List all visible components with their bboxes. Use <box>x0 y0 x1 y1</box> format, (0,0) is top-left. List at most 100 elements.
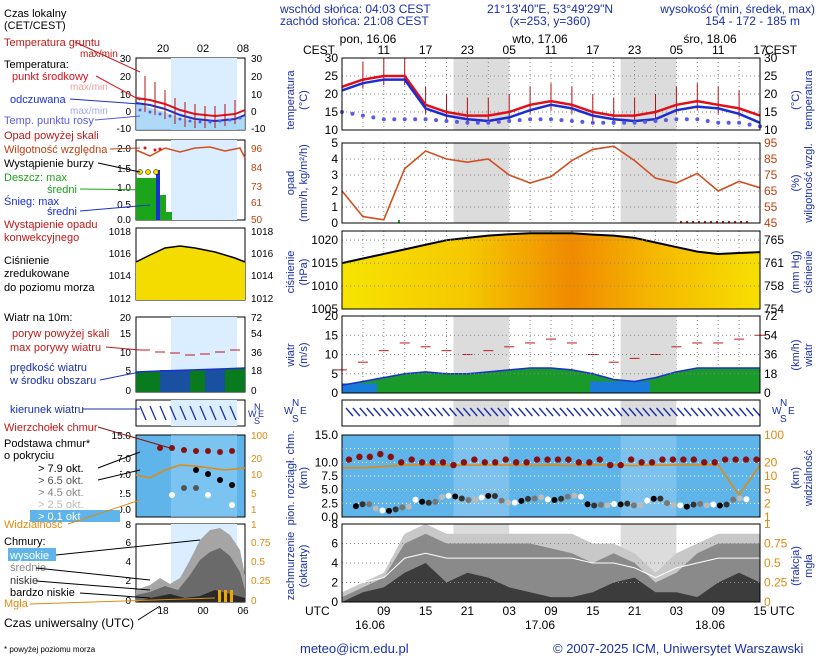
storm-mark <box>746 221 748 223</box>
pres-tick-right: 765 <box>764 233 784 247</box>
svg-text:0.0: 0.0 <box>117 505 131 516</box>
svg-text:-10: -10 <box>117 124 132 135</box>
top-hour-label: 23 <box>628 43 642 57</box>
temp-tick-right: 30 <box>764 51 778 65</box>
pressure-line <box>341 232 761 265</box>
svg-text:20: 20 <box>120 72 132 83</box>
cloud-base-dot <box>743 496 750 503</box>
top-hour-label: 11 <box>712 43 725 57</box>
cloud-base-dot <box>716 502 723 509</box>
rain-tick-left: 3 <box>331 168 338 182</box>
pres-tick-right: 761 <box>764 256 784 270</box>
top-hour-label: 17 <box>419 43 433 57</box>
svg-text:0: 0 <box>125 596 131 607</box>
dew-point <box>611 120 616 125</box>
footer-email[interactable]: meteo@icm.edu.pl <box>300 641 409 656</box>
cloud-base-dot <box>452 493 459 500</box>
cloud-base-dot <box>458 495 465 502</box>
svg-text:5: 5 <box>125 366 131 377</box>
cloud-base-dot <box>478 494 485 501</box>
wind-dir-arrow <box>400 407 409 417</box>
cloud-base-dot <box>723 501 730 508</box>
cloud-top-dot <box>471 456 478 463</box>
cloud-base-dot <box>525 495 532 502</box>
legend-snow-max: Śnieg: max <box>4 195 60 208</box>
svg-text:-10: -10 <box>251 124 266 135</box>
cloud-base-dot <box>650 495 657 502</box>
wind-dir-arrow <box>559 407 568 417</box>
panel-border-4 <box>341 399 761 427</box>
cloud-tick-left: 2.5 <box>321 496 338 510</box>
legend-utc-hour-3: 06 <box>237 606 249 617</box>
svg-text:50: 50 <box>251 215 263 226</box>
cloud-base-dot <box>730 496 737 503</box>
wind-dir-arrow <box>690 407 699 417</box>
dew-point <box>653 119 658 123</box>
svg-text:1: 1 <box>251 505 257 516</box>
legend-temp-title: Temperatura: <box>4 59 69 71</box>
day-short-3: 18.06 <box>695 618 725 632</box>
storm-mark <box>704 221 706 223</box>
storm-mark <box>686 221 688 223</box>
cloud-base-dot <box>531 495 538 502</box>
bottom-hour-label: 03 <box>670 604 684 618</box>
wind-dir-arrow <box>359 407 368 417</box>
legend-soil-sub: max/min <box>80 49 118 60</box>
cloud-top-dot <box>398 459 405 466</box>
svg-text:0.25: 0.25 <box>251 576 271 587</box>
svg-text:1012: 1012 <box>109 294 132 305</box>
svg-text:10: 10 <box>120 90 132 101</box>
legend-panel: Czas lokalny (CET/CEST) 20 02 08 <box>4 8 274 654</box>
cloud-top-dot <box>418 459 426 466</box>
cloud-base-dot <box>386 507 393 514</box>
svg-text:96: 96 <box>251 144 263 155</box>
legend-cloud-top: Wierzchołek chmur <box>4 422 98 434</box>
cloud-top-dot <box>607 461 614 469</box>
dew-point <box>475 120 480 125</box>
cloud-top-dot <box>523 459 530 466</box>
wind-light-area <box>342 383 377 393</box>
svg-text:1.0: 1.0 <box>117 183 131 194</box>
wind-dir-arrow <box>352 407 361 417</box>
wind-dir-arrow <box>455 407 464 417</box>
dew-point <box>716 120 721 125</box>
rain-tick-left: 0 <box>331 216 338 230</box>
svg-text:1014: 1014 <box>109 271 132 282</box>
wind-tick-left: 15 <box>325 328 339 342</box>
top-hour-label: 17 <box>753 43 767 57</box>
dew-point <box>601 120 606 125</box>
dew-point <box>350 111 355 116</box>
cover-tick-left: 0 <box>331 595 338 609</box>
cloud-base-dot <box>558 495 565 502</box>
tz-bottom-right: UTC <box>770 604 795 618</box>
svg-text:W: W <box>772 406 782 417</box>
top-hour-label: 05 <box>670 43 684 57</box>
wind-axis-title: wiatr <box>285 343 297 368</box>
cloud-tick-left: 5.0 <box>321 483 338 497</box>
cloud-tick-left: 15.0 <box>315 428 339 442</box>
cloud-base-dot <box>538 494 545 501</box>
tz-top-right: CEST <box>765 43 798 57</box>
wind-dir-arrow <box>683 407 692 417</box>
wind-dir-arrow <box>379 407 389 417</box>
svg-text:0: 0 <box>251 386 257 397</box>
rain-tick-left: 5 <box>331 136 338 150</box>
cloud-top-dot <box>533 456 541 463</box>
cloud-base-dot <box>491 493 498 500</box>
storm-mark <box>698 221 700 223</box>
svg-text:2.0: 2.0 <box>117 144 131 155</box>
legend-precip-above: Opad powyżej skali <box>4 130 99 142</box>
panel-border-1 <box>341 142 761 224</box>
cloud-base-dot <box>438 493 445 500</box>
wind-dir-arrow <box>407 407 416 417</box>
cloud-base-dot <box>577 493 584 500</box>
cloud-base-dot <box>445 492 452 499</box>
svg-text:2: 2 <box>125 576 131 587</box>
svg-text:6: 6 <box>125 538 131 549</box>
pres-axis-title: ciśnienie <box>285 251 297 294</box>
cloud-top-dot <box>638 459 645 466</box>
wind-dir-arrow <box>697 407 706 417</box>
pres-tick-left: 1015 <box>311 256 338 270</box>
wind-tick-left: 20 <box>325 309 339 323</box>
wind-dir-arrow <box>386 407 395 417</box>
